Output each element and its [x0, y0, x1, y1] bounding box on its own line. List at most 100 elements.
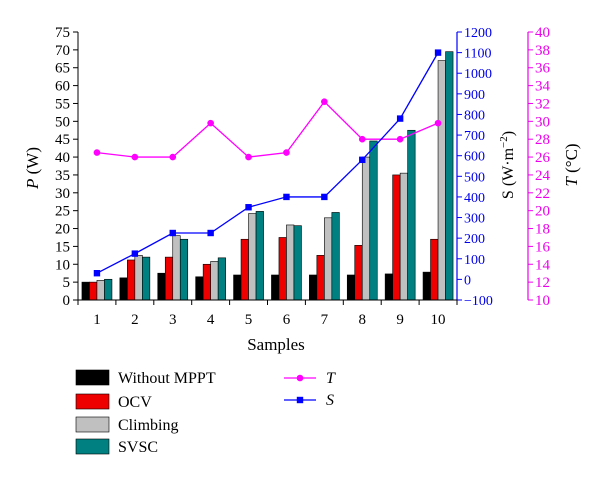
point-t-3	[169, 153, 177, 161]
x-tick-label: 2	[131, 312, 139, 328]
left-tick-label: 70	[55, 43, 70, 59]
point-t-5	[245, 153, 252, 161]
left-tick-label: 35	[55, 168, 70, 184]
right-t-tick-label: 10	[535, 293, 550, 309]
bar-ocv-8	[354, 245, 363, 301]
x-tick-label: 9	[396, 312, 404, 328]
bar-climbing-7	[324, 217, 333, 301]
legend-marker	[296, 396, 304, 404]
point-t-9	[396, 135, 404, 143]
y-axis-label-s: S (W·m−2)	[498, 131, 517, 199]
right-s-tick-label: −100	[464, 294, 493, 309]
bar-svsc-1	[104, 278, 113, 301]
bar-ocv-7	[316, 255, 325, 301]
right-t-tick-label: 34	[535, 79, 551, 95]
right-s-tick-label: 700	[464, 129, 485, 144]
point-s-3	[169, 229, 176, 237]
left-tick-label: 30	[55, 186, 70, 202]
right-s-tick-label: 1100	[464, 47, 491, 62]
bar-ocv-6	[278, 237, 287, 301]
left-tick-label: 65	[55, 61, 70, 77]
left-tick-label: 25	[55, 204, 70, 220]
legend-label: Climbing	[118, 417, 178, 434]
right-t-tick-label: 16	[535, 239, 551, 255]
point-s-10	[434, 49, 442, 56]
point-t-4	[207, 119, 214, 127]
right-s-tick-label: 600	[464, 150, 485, 165]
x-axis: 1 2 3 4 5 6 7 8 9 10	[77, 299, 458, 328]
bar-climbing-8	[361, 156, 371, 301]
bar-climbing-4	[210, 261, 219, 301]
bar-without-mppt-2	[119, 277, 128, 301]
right-s-tick-label: 200	[464, 232, 485, 247]
bar-without-mppt-4	[195, 276, 204, 301]
right-t-tick-label: 28	[535, 132, 550, 148]
bar-without-mppt-3	[157, 272, 166, 301]
legend-label: T	[326, 370, 336, 387]
x-tick-label: 10	[431, 312, 446, 328]
bar-without-mppt-9	[384, 273, 393, 301]
line-s	[96, 52, 439, 274]
right-t-tick-label: 26	[535, 150, 551, 166]
bar-climbing-3	[172, 235, 181, 301]
y-axis-label-t: T (°C)	[562, 143, 581, 186]
legend-label: OCV	[118, 394, 152, 411]
x-axis-label: Samples	[247, 335, 305, 354]
x-tick-label: 4	[207, 312, 215, 328]
bar-svsc-4	[217, 257, 226, 301]
bar-without-mppt-10	[422, 271, 431, 301]
left-tick-label: 5	[63, 275, 71, 291]
right-s-tick-label: 300	[464, 212, 485, 227]
right-s-tick-label: 1200	[464, 26, 492, 41]
point-t-1	[93, 149, 101, 156]
bar-ocv-9	[392, 174, 401, 301]
legend-swatch	[75, 438, 110, 455]
bar-svsc-2	[142, 256, 151, 301]
y-axis-label-p: P (W)	[23, 147, 42, 190]
legend: Without MPPT OCV Climbing SVSC TS	[75, 369, 336, 456]
point-t-2	[131, 153, 139, 161]
bar-climbing-2	[134, 255, 143, 301]
left-tick-label: 20	[55, 222, 70, 238]
bar-without-mppt-5	[233, 274, 242, 301]
x-tick-label: 1	[93, 312, 101, 328]
x-tick-label: 5	[245, 312, 253, 328]
right-t-tick-label: 20	[535, 204, 550, 220]
point-s-4	[207, 229, 214, 237]
left-tick-label: 60	[55, 79, 70, 95]
x-tick-label: 6	[283, 312, 291, 328]
point-s-8	[359, 156, 366, 164]
x-tick-label: 3	[169, 312, 177, 328]
right-s-tick-label: 800	[464, 108, 485, 123]
right-s-tick-label: 0	[464, 273, 471, 288]
point-s-5	[245, 204, 252, 211]
bar-without-mppt-7	[309, 274, 318, 301]
right-s-tick-label: 500	[464, 170, 485, 185]
bar-ocv-3	[164, 256, 174, 301]
legend-label: Without MPPT	[118, 370, 216, 387]
bar-svsc-6	[293, 225, 302, 301]
legend-swatch	[75, 393, 110, 410]
bar-climbing-10	[437, 60, 446, 301]
point-t-10	[434, 119, 442, 127]
left-tick-label: 10	[55, 257, 70, 273]
x-tick-label: 7	[321, 312, 329, 328]
bar-ocv-5	[240, 238, 249, 301]
right-t-tick-label: 38	[535, 43, 550, 59]
left-tick-label: 45	[55, 132, 70, 148]
left-tick-label: 75	[55, 25, 70, 41]
point-t-7	[321, 98, 328, 105]
bar-without-mppt-8	[346, 274, 356, 301]
bar-climbing-5	[248, 213, 257, 301]
legend-swatch	[75, 369, 110, 386]
point-t-6	[283, 149, 290, 156]
right-t-tick-label: 12	[535, 275, 550, 291]
bar-svsc-5	[255, 211, 264, 301]
left-tick-label: 15	[55, 239, 70, 255]
right-t-tick-label: 36	[535, 61, 551, 77]
legend-swatch	[75, 416, 110, 433]
left-tick-label: 0	[63, 293, 71, 309]
right-t-tick-label: 32	[535, 96, 550, 112]
